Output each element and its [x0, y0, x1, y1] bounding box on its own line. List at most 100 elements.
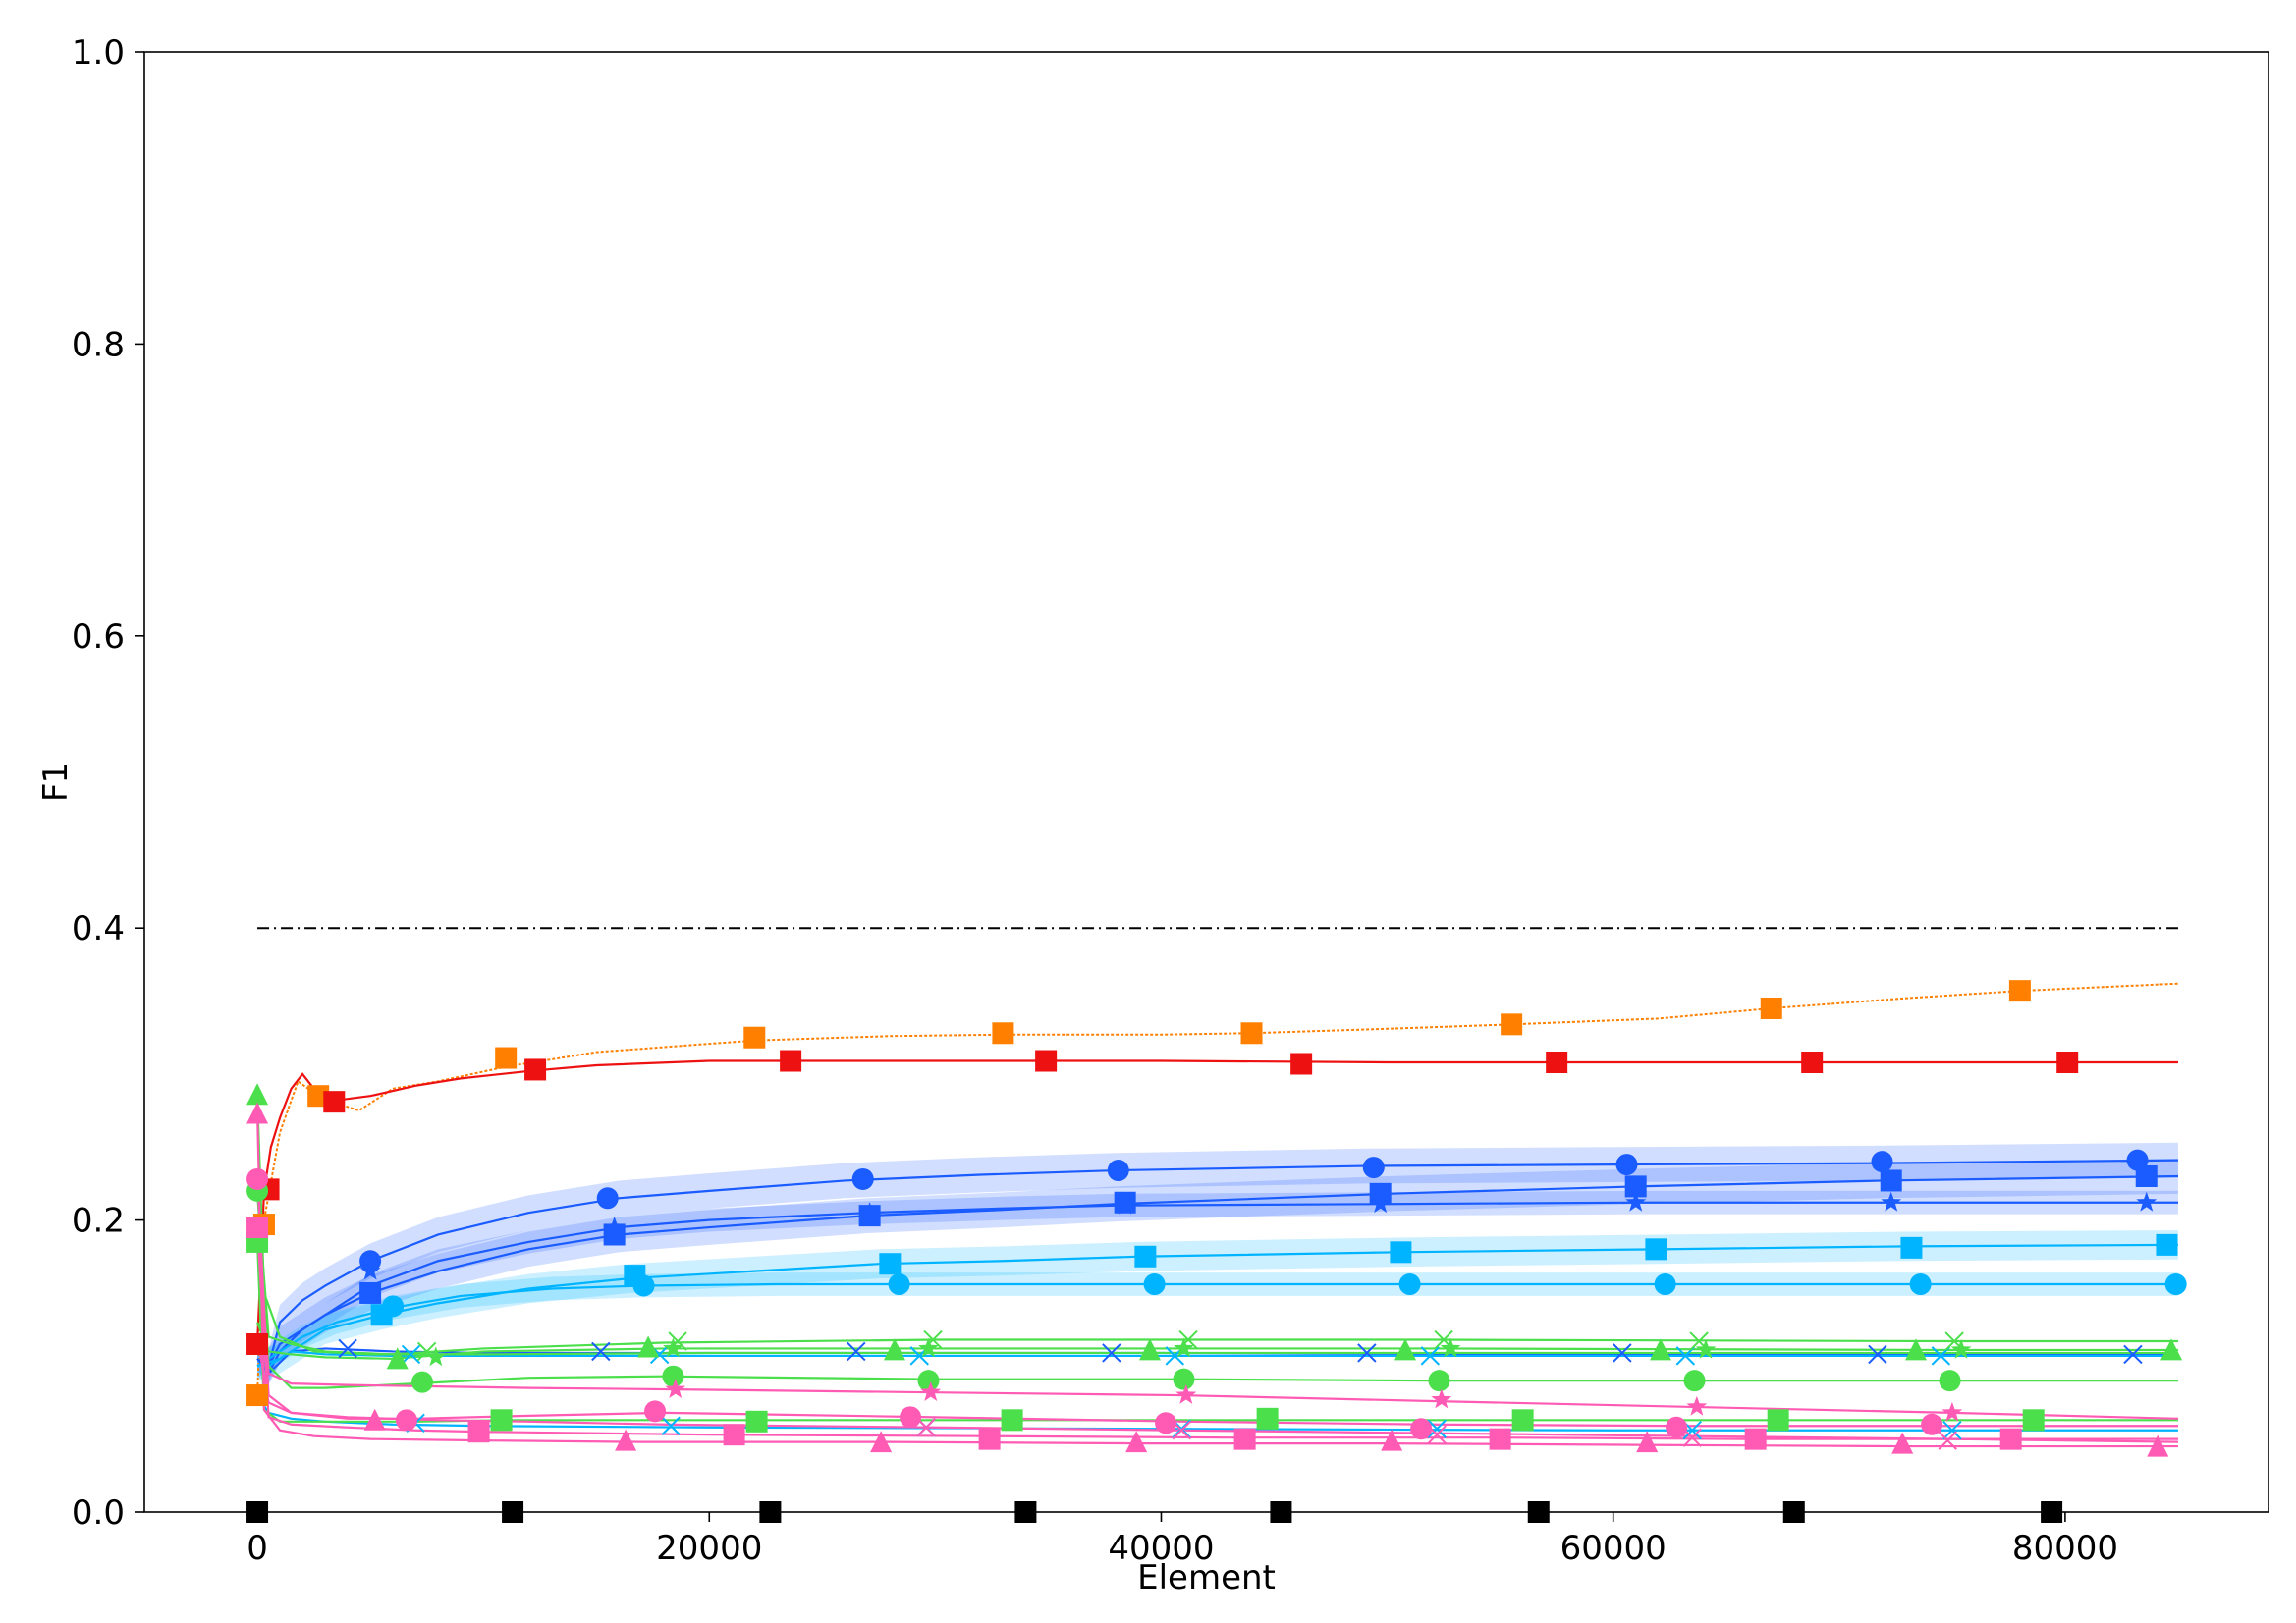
- data-point-triangle: [363, 1408, 386, 1431]
- data-point-star: [1431, 1388, 1452, 1409]
- data-point-square: [743, 1026, 766, 1049]
- data-point-circle: [1362, 1157, 1385, 1179]
- y-axis-ticks: 0.0 0.2 0.4 0.6 0.8 1.0: [72, 33, 144, 1533]
- y-tick-label: 0.4: [72, 909, 125, 948]
- data-point-triangle: [2160, 1338, 2183, 1361]
- data-point-x: [1868, 1344, 1887, 1365]
- data-point-x: [1102, 1343, 1121, 1363]
- data-point-x: [338, 1338, 357, 1359]
- data-point-circle: [1683, 1370, 1706, 1392]
- plot-frame: [143, 51, 2269, 1513]
- data-point-square: [992, 1022, 1014, 1045]
- data-point-triangle: [1125, 1431, 1148, 1453]
- x-tick-label: 20000: [656, 1529, 762, 1568]
- data-point-square: [603, 1223, 626, 1246]
- data-point-square: [246, 1384, 269, 1407]
- data-point-triangle: [1891, 1432, 1914, 1454]
- data-point-circle: [1107, 1160, 1129, 1182]
- data-point-star: [359, 1260, 381, 1280]
- series-line: [255, 1336, 2178, 1443]
- data-point-circle: [1871, 1151, 1893, 1173]
- x-axis-label: Element: [1137, 1558, 1276, 1597]
- data-point-square: [1256, 1407, 1279, 1430]
- data-point-x: [1942, 1421, 1962, 1440]
- data-point-star: [1370, 1193, 1392, 1214]
- data-point-star: [918, 1337, 939, 1358]
- data-point-square: [978, 1428, 1001, 1450]
- data-point-star: [1950, 1338, 1972, 1359]
- y-tick-label: 1.0: [72, 33, 125, 73]
- data-point-star: [1174, 1337, 1194, 1358]
- data-point-x: [1427, 1419, 1447, 1438]
- data-point-circle: [1155, 1412, 1177, 1434]
- data-point-square: [1767, 1409, 1789, 1432]
- data-point-star: [1941, 1401, 1963, 1422]
- data-point-square: [1645, 1238, 1667, 1261]
- data-point-star: [663, 1337, 683, 1358]
- y-tick-label: 0.0: [72, 1493, 125, 1533]
- x-tick-label: 40000: [1108, 1529, 1214, 1568]
- data-point-x: [401, 1344, 421, 1365]
- x-tick-label: 60000: [1560, 1529, 1667, 1568]
- data-point-circle: [1939, 1370, 1961, 1392]
- data-point-x: [1613, 1343, 1632, 1363]
- y-tick-label: 0.8: [72, 325, 125, 364]
- y-axis-label: F1: [36, 762, 76, 802]
- data-point-square: [246, 1332, 269, 1355]
- data-point-triangle: [870, 1431, 893, 1453]
- data-point-square: [1001, 1409, 1023, 1432]
- data-point-circle: [917, 1370, 940, 1392]
- data-point-square: [780, 1050, 802, 1072]
- data-point-circle: [1428, 1370, 1450, 1392]
- data-point-triangle: [1138, 1338, 1161, 1361]
- data-point-square: [524, 1058, 547, 1081]
- data-point-circle: [644, 1400, 667, 1423]
- data-point-square: [2056, 1052, 2079, 1074]
- data-point-triangle: [883, 1338, 905, 1361]
- confidence-band: [257, 1190, 2178, 1385]
- data-point-x: [1172, 1421, 1191, 1440]
- data-point-x: [1427, 1425, 1447, 1444]
- data-point-star: [1440, 1337, 1461, 1358]
- data-point-circle: [1921, 1413, 1943, 1435]
- data-point-square: [879, 1253, 902, 1275]
- series-line: [255, 1190, 2178, 1356]
- data-point-triangle: [1381, 1429, 1403, 1451]
- data-point-triangle: [246, 1083, 269, 1106]
- data-point-circle: [1909, 1273, 1932, 1296]
- x-axis-ticks: 0 20000 40000 60000 80000: [246, 1512, 2118, 1568]
- series-line: [256, 1243, 2178, 1368]
- data-point-square: [1240, 1022, 1263, 1045]
- data-point-circle: [395, 1409, 417, 1432]
- data-point-square: [723, 1424, 745, 1446]
- data-point-square: [2135, 1164, 2158, 1187]
- data-point-circle: [632, 1274, 655, 1297]
- data-point-square: [2022, 1409, 2045, 1432]
- data-point-circle: [382, 1295, 405, 1318]
- data-point-x: [661, 1416, 681, 1435]
- data-point-square: [1546, 1052, 1568, 1074]
- data-point-square: [1501, 1013, 1523, 1036]
- data-point-square: [323, 1091, 346, 1113]
- data-point-star: [859, 1202, 881, 1222]
- data-point-circle: [1410, 1418, 1433, 1440]
- data-point-star: [1881, 1191, 1902, 1212]
- data-point-square: [1035, 1050, 1058, 1072]
- data-point-circle: [411, 1371, 434, 1393]
- data-point-triangle: [1394, 1338, 1416, 1361]
- data-point-x: [2123, 1344, 2143, 1365]
- data-point-circle: [246, 1167, 269, 1190]
- data-point-triangle: [386, 1347, 409, 1370]
- data-point-square: [1290, 1053, 1313, 1075]
- confidence-band: [257, 1159, 2178, 1384]
- data-point-square: [359, 1281, 382, 1304]
- data-point-triangle: [1636, 1431, 1659, 1453]
- data-point-square: [2156, 1233, 2178, 1256]
- data-point-square: [1624, 1175, 1647, 1198]
- data-point-circle: [1143, 1273, 1166, 1296]
- series-line: [255, 1110, 2178, 1448]
- data-point-square: [495, 1047, 518, 1069]
- data-point-star: [604, 1217, 626, 1236]
- data-point-circle: [1173, 1368, 1195, 1390]
